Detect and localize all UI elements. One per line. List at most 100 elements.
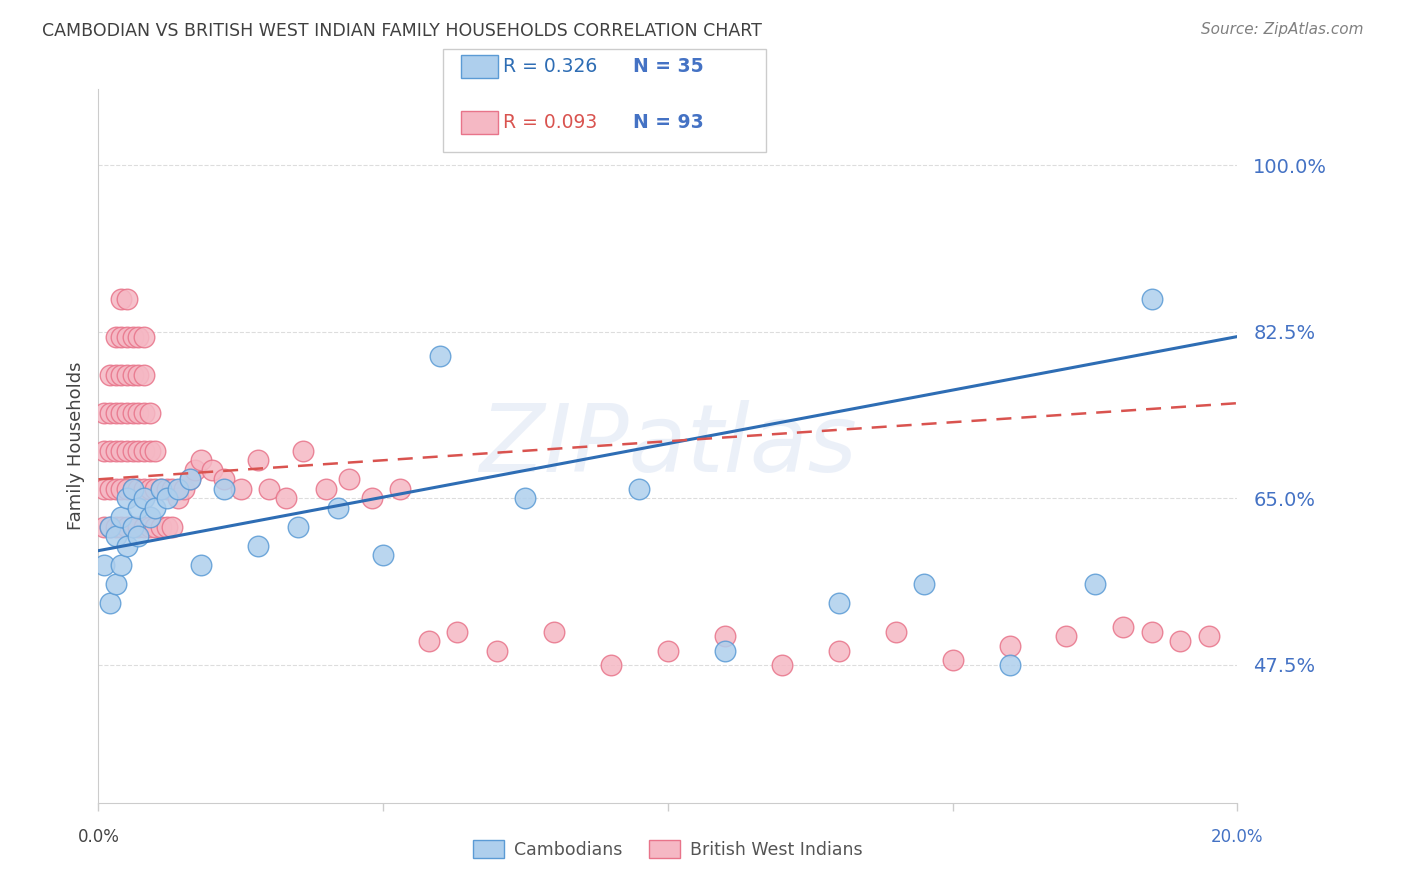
Point xyxy=(828,643,851,657)
Point xyxy=(156,491,179,506)
Point xyxy=(121,482,143,496)
Point xyxy=(190,558,212,572)
Point xyxy=(115,329,138,343)
Point xyxy=(104,482,127,496)
Text: CAMBODIAN VS BRITISH WEST INDIAN FAMILY HOUSEHOLDS CORRELATION CHART: CAMBODIAN VS BRITISH WEST INDIAN FAMILY … xyxy=(42,22,762,40)
Point xyxy=(132,520,155,534)
Point xyxy=(115,406,138,420)
Point xyxy=(246,539,269,553)
Text: ZIPatlas: ZIPatlas xyxy=(479,401,856,491)
Point xyxy=(138,482,160,496)
Point xyxy=(190,453,212,467)
Point xyxy=(110,520,132,534)
Point xyxy=(110,482,132,496)
Point xyxy=(150,520,173,534)
Point xyxy=(446,624,468,639)
Legend: Cambodians, British West Indians: Cambodians, British West Indians xyxy=(465,833,870,865)
Point xyxy=(315,482,337,496)
Point xyxy=(132,406,155,420)
Point xyxy=(1170,634,1192,648)
Point xyxy=(138,520,160,534)
Point xyxy=(127,482,149,496)
Point xyxy=(104,329,127,343)
Point xyxy=(98,596,121,610)
Point xyxy=(110,510,132,524)
Point xyxy=(115,520,138,534)
Point xyxy=(93,520,115,534)
Point xyxy=(628,482,651,496)
Point xyxy=(110,558,132,572)
Point xyxy=(98,520,121,534)
Point xyxy=(884,624,907,639)
Point xyxy=(184,463,207,477)
Y-axis label: Family Households: Family Households xyxy=(66,362,84,530)
Point xyxy=(132,329,155,343)
Point xyxy=(104,368,127,382)
Point xyxy=(998,657,1021,672)
Point xyxy=(93,482,115,496)
Point xyxy=(156,520,179,534)
Point xyxy=(127,529,149,543)
Point xyxy=(127,329,149,343)
Point xyxy=(150,482,173,496)
Point xyxy=(127,500,149,515)
Point xyxy=(98,443,121,458)
Point xyxy=(828,596,851,610)
Point xyxy=(98,482,121,496)
Point xyxy=(657,643,679,657)
Point xyxy=(167,482,190,496)
Point xyxy=(145,520,167,534)
Point xyxy=(1084,577,1107,591)
Point xyxy=(104,443,127,458)
Point xyxy=(326,500,349,515)
Point xyxy=(115,443,138,458)
Point xyxy=(515,491,537,506)
Point xyxy=(942,653,965,667)
Point xyxy=(543,624,565,639)
Point xyxy=(138,510,160,524)
Point xyxy=(600,657,623,672)
Point xyxy=(179,472,201,486)
Point xyxy=(179,472,201,486)
Point xyxy=(229,482,252,496)
Point xyxy=(292,443,315,458)
Point xyxy=(132,491,155,506)
Point xyxy=(127,520,149,534)
Point xyxy=(121,443,143,458)
Text: Source: ZipAtlas.com: Source: ZipAtlas.com xyxy=(1201,22,1364,37)
Text: R = 0.326: R = 0.326 xyxy=(503,57,598,77)
Point xyxy=(121,482,143,496)
Point xyxy=(110,443,132,458)
Point xyxy=(714,629,737,643)
Point xyxy=(110,292,132,306)
Point xyxy=(110,368,132,382)
Text: 20.0%: 20.0% xyxy=(1211,828,1264,846)
Point xyxy=(212,472,235,486)
Point xyxy=(115,491,138,506)
Point xyxy=(104,577,127,591)
Point xyxy=(1056,629,1078,643)
Point xyxy=(1112,620,1135,634)
Point xyxy=(337,472,360,486)
Point xyxy=(121,329,143,343)
Point xyxy=(1140,624,1163,639)
Point xyxy=(201,463,224,477)
Text: R = 0.093: R = 0.093 xyxy=(503,112,598,132)
Text: 0.0%: 0.0% xyxy=(77,828,120,846)
Text: N = 35: N = 35 xyxy=(633,57,703,77)
Point xyxy=(104,529,127,543)
Point xyxy=(156,482,179,496)
Point xyxy=(93,558,115,572)
Point xyxy=(770,657,793,672)
Text: N = 93: N = 93 xyxy=(633,112,703,132)
Point xyxy=(1198,629,1220,643)
Point xyxy=(132,368,155,382)
Point xyxy=(98,368,121,382)
Point xyxy=(173,482,195,496)
Point xyxy=(714,643,737,657)
Point xyxy=(127,406,149,420)
Point xyxy=(162,520,184,534)
Point xyxy=(276,491,298,506)
Point xyxy=(115,368,138,382)
Point xyxy=(98,520,121,534)
